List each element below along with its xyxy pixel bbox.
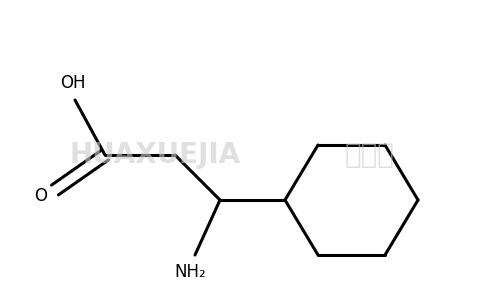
Text: O: O <box>34 187 47 205</box>
Text: OH: OH <box>60 74 86 92</box>
Text: NH₂: NH₂ <box>174 263 206 281</box>
Text: HUAXUEJIA: HUAXUEJIA <box>70 141 240 169</box>
Text: 化学加: 化学加 <box>345 141 395 169</box>
